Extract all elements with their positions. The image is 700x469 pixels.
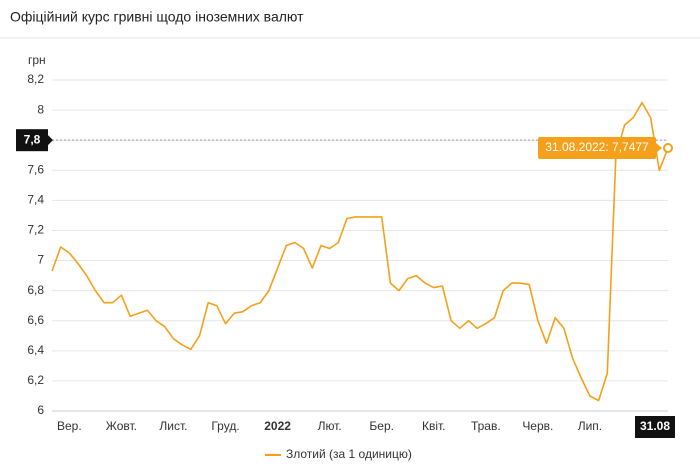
x-tick-label: Груд.: [211, 419, 239, 433]
x-tick-label: 31.08: [640, 419, 670, 433]
point-marker: [663, 143, 673, 154]
y-tick-label: 7,6: [27, 162, 44, 176]
y-tick-label: 7,2: [27, 223, 44, 237]
x-tick-label: 2022: [264, 419, 291, 433]
y-tick-label: 6,4: [27, 343, 44, 357]
y-tick-label: 8: [37, 102, 44, 116]
crosshair-box: [16, 129, 48, 152]
y-axis-label: грн: [28, 53, 46, 67]
x-tick-box: [635, 416, 675, 438]
crosshair-arrow: [48, 135, 53, 146]
y-tick-label: 6,6: [27, 313, 44, 327]
x-tick-label: Квіт.: [422, 419, 446, 433]
tooltip-arrow: [656, 143, 662, 154]
tooltip-box: [538, 137, 656, 160]
y-tick-label: 8,2: [27, 72, 44, 86]
y-tick-label: 6,2: [27, 373, 44, 387]
series-line: [51, 101, 669, 402]
x-tick-label: Трав.: [471, 419, 501, 433]
crosshair-label: 7,8: [24, 132, 41, 146]
y-tick-label: 6,8: [27, 283, 44, 297]
x-tick-label: Жовт.: [106, 419, 137, 433]
x-tick-label: Черв.: [522, 419, 553, 433]
legend-label: Злотий (за 1 одиницю): [286, 447, 412, 461]
tooltip-text: 31.08.2022: 7,7477: [545, 140, 649, 154]
x-tick-label: Лип.: [578, 419, 602, 433]
x-tick-label: Вер.: [57, 419, 82, 433]
y-tick-label: 7,4: [27, 193, 44, 207]
x-tick-label: Бер.: [369, 419, 394, 433]
y-tick-label: 7: [37, 253, 44, 267]
x-tick-label: Лют.: [318, 419, 342, 433]
x-tick-label: Лист.: [159, 419, 187, 433]
chart-title: Офіційний курс гривні щодо іноземних вал…: [10, 9, 304, 25]
y-tick-label: 6: [37, 403, 44, 417]
